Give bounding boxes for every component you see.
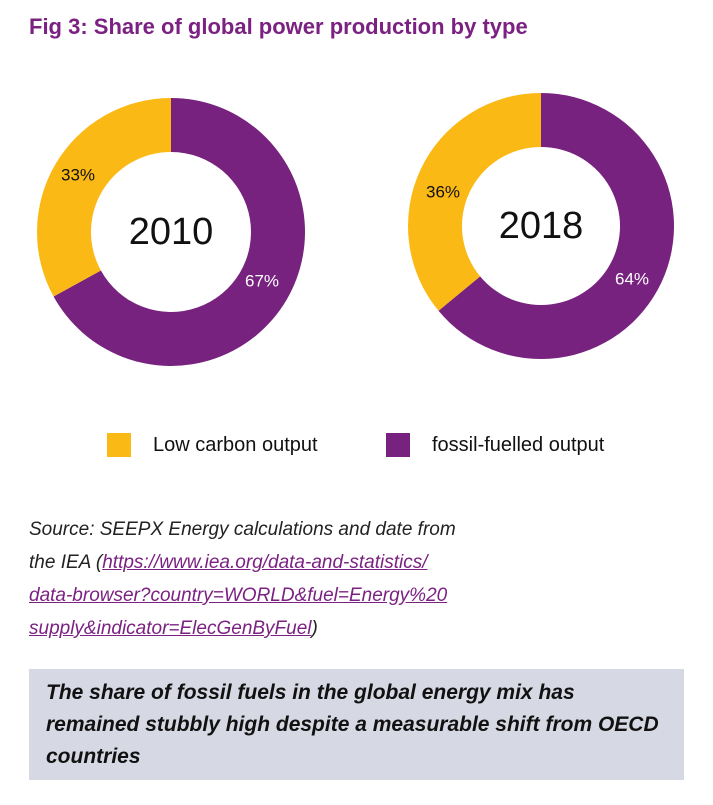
legend-label-fossil: fossil-fuelled output (432, 433, 605, 456)
legend: Low carbon output fossil-fuelled output (0, 433, 713, 463)
donut-2018-label-low-carbon: 36% (426, 182, 460, 201)
chart-title: Fig 3: Share of global power production … (29, 14, 528, 39)
donut-2010-center-label: 2010 (129, 211, 214, 253)
donut-2010-slice-low-carbon (37, 98, 172, 297)
callout-text: The share of fossil fuels in the global … (46, 681, 659, 768)
source-line-1: Source: SEEPX Energy calculations and da… (29, 519, 456, 540)
legend-swatch-fossil (386, 433, 410, 457)
donut-2010-slice-fossil (53, 98, 306, 366)
source-url-part-3: supply&indicator=ElecGenByFuel (29, 618, 312, 639)
donut-2018-slice-low-carbon (408, 93, 541, 311)
donut-2010-label-fossil: 67% (245, 271, 279, 290)
legend-swatch-low-carbon (107, 433, 131, 457)
source-url-part-2: data-browser?country=WORLD&fuel=Energy%2… (29, 585, 448, 606)
source-link[interactable]: https://www.iea.org/data-and-statistics/… (29, 552, 447, 639)
legend-item-low-carbon: Low carbon output (107, 433, 318, 457)
callout-box: The share of fossil fuels in the global … (29, 669, 684, 780)
legend-label-low-carbon: Low carbon output (153, 433, 318, 456)
donut-2010-label-low-carbon: 33% (61, 165, 95, 184)
donut-2018-label-fossil: 64% (615, 269, 649, 288)
source-suffix: ) (311, 618, 318, 639)
donut-2018-center-label: 2018 (499, 205, 584, 247)
donut-charts: 33% 67% 2010 36% 64% 2018 (37, 93, 674, 366)
source-note: Source: SEEPX Energy calculations and da… (29, 513, 689, 645)
source-line-2-prefix: the IEA ( (29, 552, 103, 573)
source-url-part-1: https://www.iea.org/data-and-statistics/ (102, 552, 428, 573)
legend-item-fossil: fossil-fuelled output (386, 433, 604, 457)
donut-2018-slice-fossil (438, 93, 674, 359)
